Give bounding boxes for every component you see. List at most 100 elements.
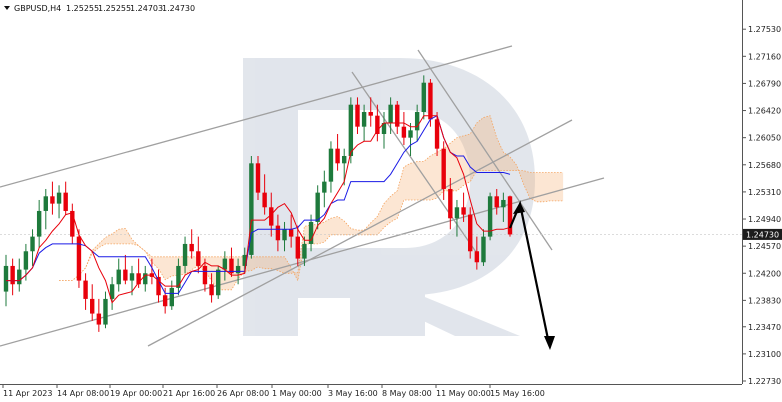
candle-body [428,82,433,120]
candle-body [235,265,241,274]
candle-body [255,163,261,193]
time-tick-label: 26 Apr 08:00 [217,389,269,398]
menu-triangle-icon[interactable] [4,6,10,10]
candle-body [395,104,400,127]
candle-body [335,148,340,164]
time-axis[interactable]: 11 Apr 2023 14 Apr 08:00 19 Apr 00:00 21 Ap… [2,384,545,398]
chart-header: GBPUSD,H4 1.25255 1.25255 1.24703 1.2473… [4,4,195,13]
candle-body [43,196,48,211]
ichimoku-lines [6,114,511,304]
candle-body [448,188,453,219]
candle-body [50,196,55,204]
time-tick-label: 21 Apr 16:00 [163,389,215,398]
candle-body [361,112,367,127]
candle-body [109,284,115,299]
candle-body [10,265,15,285]
candle-body [209,284,214,296]
cloud-fill [59,115,564,290]
candle-body [315,192,320,222]
price-tick-label: 1.25310 [748,188,781,197]
price-tick-label: 1.27160 [748,52,781,61]
candle-body [468,214,473,252]
forecast-arrowhead-down [544,336,555,350]
candles [3,75,513,332]
price-tick-label: 1.26790 [748,79,781,88]
header-high: 1.25255 [98,4,131,13]
candle-body [143,273,148,285]
candle-body [229,258,234,274]
time-tick-label: 11 May 00:00 [436,389,491,398]
time-tick-label: 1 May 00:00 [272,389,322,398]
candle-body [103,298,108,325]
candle-body [83,280,88,299]
candle-body [275,225,281,241]
candle-body [242,254,247,266]
candle-body [169,287,174,307]
falling-line-2[interactable] [417,49,553,251]
candle-body [189,243,194,252]
candle-body [381,123,387,135]
candle-body [302,243,307,259]
candle-body [481,236,486,263]
candle-body [342,155,347,164]
candle-body [90,298,95,314]
time-tick-label: 15 May 16:00 [490,389,545,398]
time-tick-label: 14 Apr 08:00 [57,389,109,398]
price-tick-label: 1.24940 [748,215,781,224]
price-tick-label: 1.25680 [748,161,781,170]
candle-body [216,269,221,296]
header-open: 1.25255 [66,4,99,13]
candle-body [282,229,287,241]
candle-body [162,295,168,307]
candle-body [368,112,373,116]
price-axis[interactable]: 1.27530 1.27160 1.26790 1.26420 1.26050 1.256… [742,25,781,386]
candle-body [222,258,228,270]
falling-line-1[interactable] [351,71,477,253]
candle-body [288,229,294,237]
price-tick-label: 1.23470 [748,323,781,332]
price-tick-label: 1.23830 [748,296,781,305]
candle-body [129,273,135,281]
candle-body [36,210,42,237]
candle-body [262,192,267,208]
candle-body [249,163,254,255]
candle-body [17,269,22,285]
candle-body [76,236,82,281]
time-tick-label: 11 Apr 2023 [3,389,52,398]
forecast-arrowhead-up [513,202,525,214]
price-tick-label: 1.24570 [748,242,781,251]
candle-body [441,148,446,189]
candle-body [461,207,466,215]
candle-body [56,192,62,204]
current-price-label: 1.24730 [746,230,779,239]
candle-body [474,251,480,263]
channel-mid-line[interactable] [147,119,573,347]
candle-body [202,265,208,285]
candle-body [328,148,334,182]
channel-upper-line[interactable] [0,45,513,188]
candle-body [70,210,75,237]
current-price-tag: 1.24730 [743,228,782,240]
header-low: 1.24703 [130,4,163,13]
candle-body [501,199,506,208]
candle-body [375,115,380,135]
candle-body [487,196,493,237]
tenkan-sen-line [6,115,511,304]
price-tick-label: 1.26050 [748,134,781,143]
candle-body [355,104,360,127]
candle-body [401,126,407,138]
candle-body [3,265,9,292]
candle-body [136,273,141,285]
candle-body [408,130,413,138]
price-tick-label: 1.24200 [748,269,781,278]
candle-body [507,196,513,235]
candle-body [414,112,420,131]
candle-body [63,192,68,211]
candle-body [494,196,499,208]
candle-body [30,236,35,252]
time-tick-label: 3 May 16:00 [328,389,378,398]
candle-body [96,313,102,325]
candle-body [116,269,121,285]
